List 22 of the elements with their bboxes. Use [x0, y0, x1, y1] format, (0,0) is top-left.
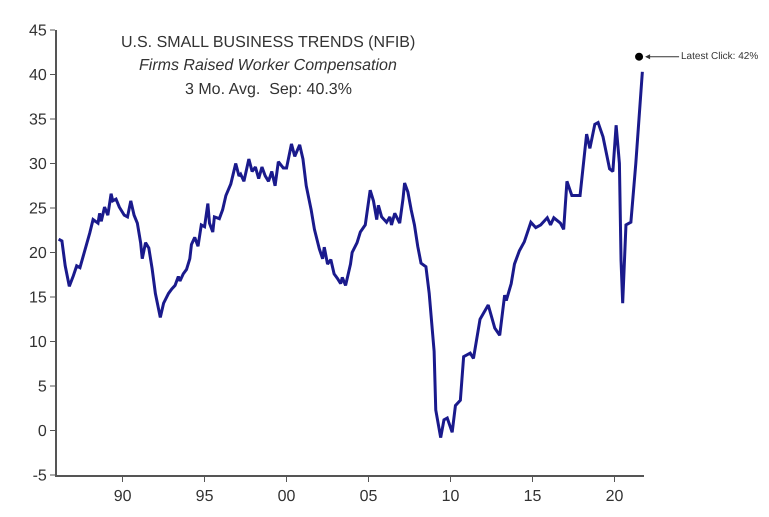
y-tick-label: 30	[29, 156, 47, 174]
y-tick-label: 5	[38, 378, 47, 396]
y-tick-label: 15	[29, 290, 47, 307]
y-tick-label: 20	[29, 245, 47, 262]
x-tick-label: 00	[278, 488, 296, 506]
x-tick-label: 95	[196, 488, 214, 506]
x-tick-label: 15	[524, 488, 542, 506]
y-tick-label: 25	[29, 200, 47, 218]
y-tick-label: 45	[29, 22, 47, 40]
x-tick-label: 05	[360, 488, 378, 506]
y-tick-label: 10	[29, 334, 47, 352]
text: Firms Raised Worker Compensation	[139, 57, 397, 74]
chart-title: U.S. SMALL BUSINESS TRENDS (NFIB)	[121, 34, 416, 51]
x-tick-label: 10	[442, 488, 460, 506]
annotation: Latest Click: 42%	[681, 51, 758, 62]
x-tick-label: 90	[114, 488, 132, 506]
y-tick-label: 40	[29, 67, 47, 84]
annotation: 3 Mo. Avg. Sep: 40.3%	[185, 81, 352, 98]
x-tick-label: 20	[606, 488, 624, 506]
y-tick-label: 35	[29, 112, 47, 129]
y-tick-label: -5	[32, 468, 47, 485]
y-tick-label: 0	[38, 423, 47, 440]
